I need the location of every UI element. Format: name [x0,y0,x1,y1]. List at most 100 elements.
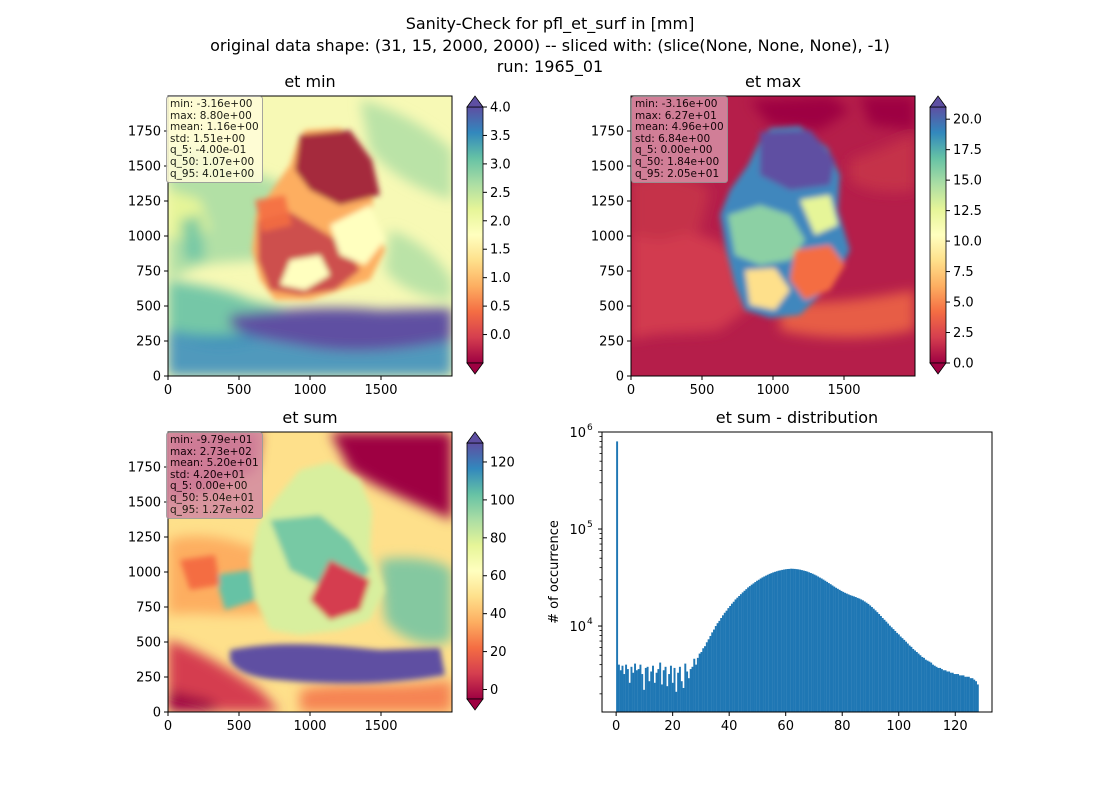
y-tick-label: 0 [153,370,161,385]
x-tick-label: 80 [834,719,851,734]
colorbar-tick-label: 20.0 [953,113,982,128]
x-tick-label: 1000 [293,383,326,398]
histogram-bar [748,586,751,712]
histogram-bar [809,573,812,712]
histogram-bar [756,580,759,712]
histogram-bar [686,671,689,712]
colorbar-tick-label: 120 [490,455,515,470]
histogram-bar [802,570,805,712]
histogram-bar [960,675,963,712]
stat-line: q_50: 1.07e+00 [170,155,255,168]
histogram-bar [650,671,653,712]
histogram-bar [933,665,936,712]
stat-line: q_5: -4.00e-01 [170,144,247,157]
histogram-bar [682,687,685,712]
histogram-bar [714,626,717,712]
histogram-bar [879,615,882,712]
histogram-bar [896,632,899,712]
histogram-bar [854,597,857,712]
histogram-bar [766,574,769,712]
stat-line: std: 1.51e+00 [170,132,246,145]
histogram-bar [632,672,635,712]
histogram-bar [901,638,904,712]
colorbar-tick-label: 7.5 [953,265,974,280]
histogram-bar [696,657,699,712]
figure-title-line-2: original data shape: (31, 15, 2000, 2000… [210,36,890,55]
histogram-bar [739,594,742,712]
histogram-ylabel: # of occurrence [547,520,562,624]
heatmap-et-min: 0 500 1000 1500 0 250 500 750 1000 1250 1500 1750 0… [128,95,511,398]
histogram-bar [653,682,656,712]
y-tick-label: 10 [569,620,586,635]
histogram-bar [634,663,637,712]
stat-line: q_5: 0.00e+00 [635,144,713,157]
y-tick-exponent: 5 [587,520,593,530]
histogram-bar [869,605,872,712]
histogram-bar [680,681,683,712]
stat-line: min: -3.16e+00 [170,98,253,110]
histogram-bar [955,674,958,712]
histogram-bar [817,576,820,712]
histogram-bar [878,614,881,712]
histogram-bar [804,571,807,712]
histogram-bar [643,689,645,712]
y-tick-label: 1750 [128,461,161,476]
colorbar-tick-label: 1.0 [490,271,511,286]
x-tick-label: 1500 [827,383,860,398]
histogram-bar [743,590,746,712]
colorbar-tick-label: 10.0 [953,235,982,250]
histogram-bar [716,623,719,712]
histogram-bar [702,648,705,712]
colorbar-tick-label: 20 [490,645,507,660]
histogram-bar [966,676,969,712]
heatmap-et-min-image [168,96,452,376]
histogram-bar [693,658,696,712]
histogram-bar [836,588,839,712]
histogram-bar [876,612,879,712]
histogram-bar [745,589,748,712]
histogram-bar [783,569,785,712]
histogram-bar [700,651,703,712]
x-tick-label: 60 [777,719,794,734]
histogram-bar [944,670,947,712]
histogram-bar [641,674,644,712]
histogram-bar [644,667,647,712]
histogram-bar [923,657,925,712]
histogram-bar [824,580,827,712]
x-tick-label: 1500 [364,719,397,734]
figure-title-line-1: Sanity-Check for pfl_et_surf in [mm] [405,14,695,33]
histogram-bar [639,664,642,712]
histogram-bar [856,597,859,712]
histogram-bar [652,665,654,712]
stat-line: std: 4.20e+01 [170,468,246,481]
histogram-bar [691,666,694,712]
histogram-bar [962,675,965,712]
y-tick-label: 750 [136,601,161,616]
histogram-bar [931,664,934,712]
histogram-bar [813,574,816,712]
histogram-bar [797,569,800,712]
histogram-bar [818,577,821,712]
y-tick-label: 0 [153,706,161,721]
stat-line: max: 2.73e+02 [170,445,252,458]
stat-line: q_95: 4.01e+00 [170,167,255,180]
histogram-bar [775,571,778,712]
histogram-bar [727,608,730,712]
histogram-bar [894,630,897,712]
histogram-bar [709,635,712,712]
colorbar-tick-label: 100 [490,493,515,508]
y-tick-label: 250 [136,335,161,350]
colorbar-tick-label: 17.5 [953,143,982,158]
histogram-bar [772,572,775,712]
y-tick-label: 1500 [128,496,161,511]
histogram-bar [967,676,970,712]
histogram-bar [736,597,739,712]
stats-box-et-min: min: -3.16e+00 max: 8.80e+00 mean: 1.16e… [166,96,263,184]
y-tick-label: 500 [599,300,624,315]
histogram-bar [833,586,836,712]
colorbar-tick-label: 0.5 [490,300,511,315]
histogram-bar [892,629,895,712]
y-tick-label: 250 [599,335,624,350]
histogram-bar [867,603,870,712]
histogram-bar [831,585,834,712]
